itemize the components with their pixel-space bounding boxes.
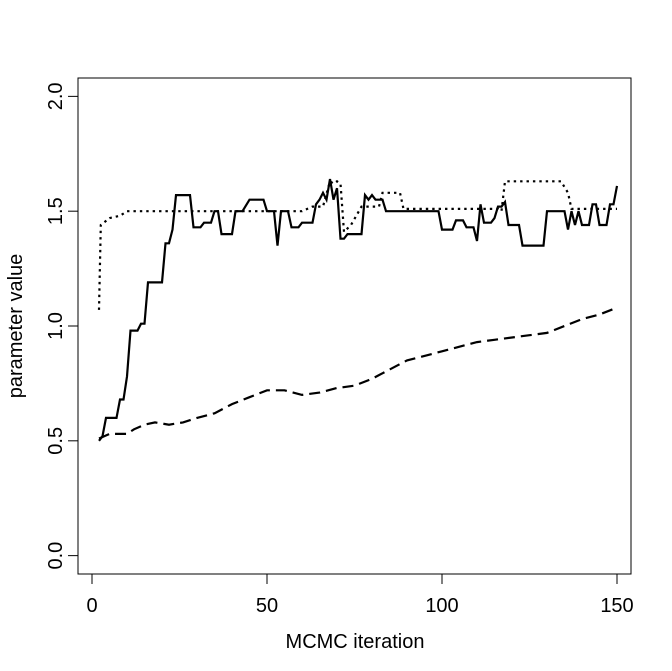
- x-tick-label: 100: [425, 595, 458, 617]
- y-axis: 0.0 0.5 1.0 1.5 2.0: [45, 82, 79, 570]
- series-line-dotted: [97, 179, 617, 310]
- x-tick-label: 50: [256, 595, 278, 617]
- y-tick-label: 0.0: [45, 542, 67, 570]
- y-axis-label: parameter value: [5, 254, 27, 399]
- series-layer: [97, 178, 619, 442]
- x-axis-label: MCMC iteration: [286, 631, 425, 653]
- y-tick-label: 0.5: [45, 427, 67, 455]
- x-axis: 0 50 100 150: [86, 573, 634, 617]
- x-tick-label: 150: [600, 595, 633, 617]
- y-tick-label: 1.5: [45, 197, 67, 225]
- series-line-dashed: [98, 306, 618, 440]
- y-tick-label: 2.0: [45, 82, 67, 110]
- plot-frame: [77, 77, 632, 575]
- x-tick-label: 0: [86, 595, 97, 617]
- y-tick-label: 1.0: [45, 312, 67, 340]
- series-line-solid: [98, 178, 619, 442]
